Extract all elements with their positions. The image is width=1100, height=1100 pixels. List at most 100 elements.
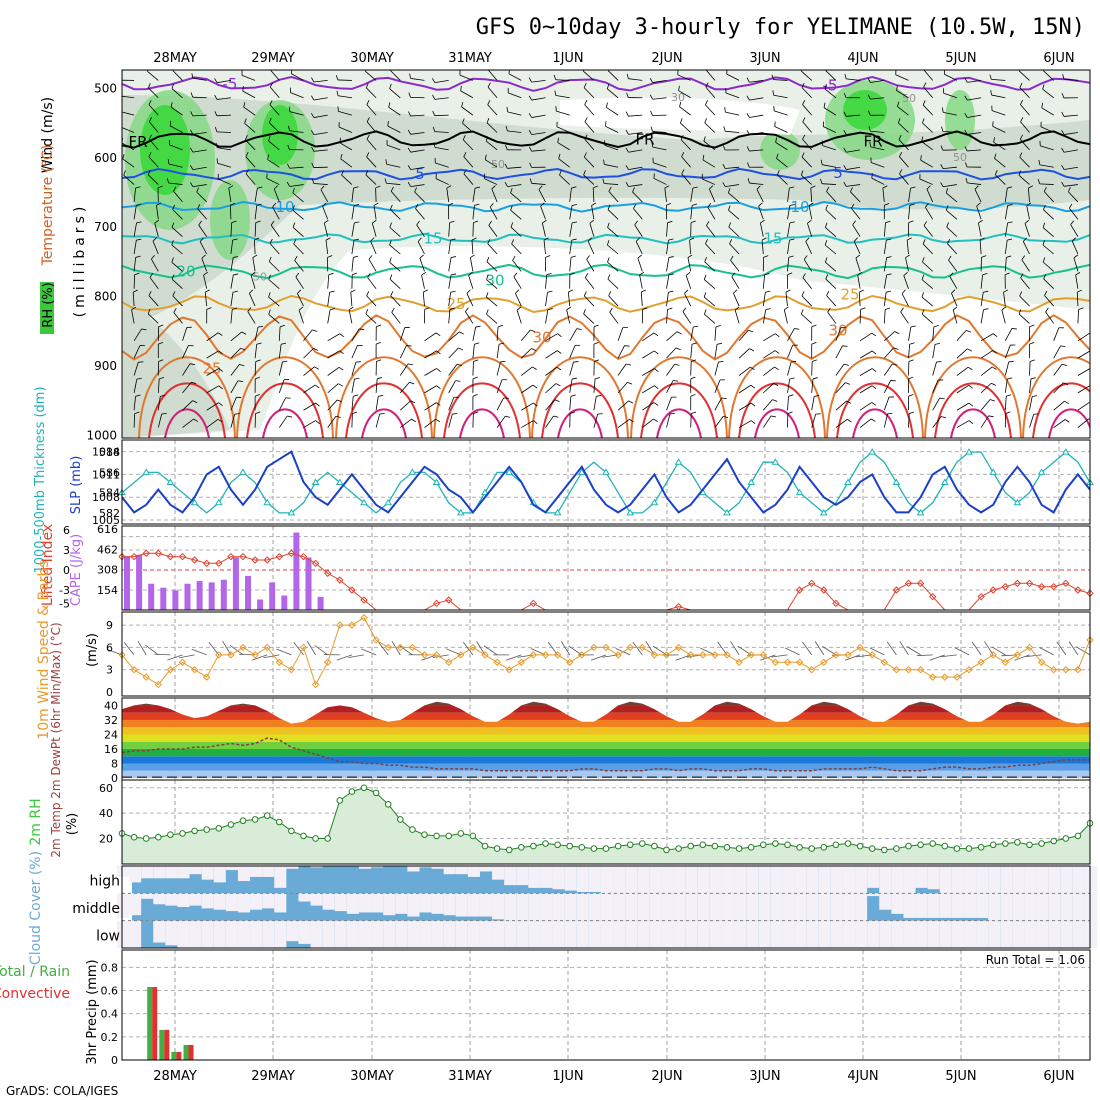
wind-barb-flag <box>243 102 246 108</box>
cloud-clear-middle <box>407 893 420 917</box>
cloud-clear-high <box>818 866 831 894</box>
wind-barb-flag <box>908 376 914 380</box>
cloud-clear-low <box>443 920 456 948</box>
date-label-bottom: 29MAY <box>251 1069 295 1084</box>
wind-barb <box>666 309 668 324</box>
wind-barb-flag <box>288 125 290 131</box>
wind-barb <box>1042 261 1054 272</box>
wind-speed-marker <box>965 666 973 674</box>
wind-barb <box>230 309 233 324</box>
wind-barb <box>980 399 991 411</box>
wind-barb-flag <box>926 185 931 190</box>
wind-barb-flag <box>964 95 968 101</box>
cloud-clear-low <box>709 920 722 948</box>
wind-barb-flag <box>528 130 533 135</box>
cloud-clear-middle <box>116 893 130 918</box>
rh-region-low <box>122 300 230 438</box>
lifted-index-marker <box>336 576 344 584</box>
wind-barb-flag <box>593 185 598 189</box>
wind-barb-flag <box>867 77 871 83</box>
wind10m-barb <box>483 645 498 656</box>
wind-barb <box>199 241 208 255</box>
wind-barb-flag <box>348 306 354 311</box>
wind-barb <box>327 399 338 411</box>
wind-barb <box>512 260 522 272</box>
cape-bar <box>196 581 203 610</box>
wind-barb <box>690 188 694 202</box>
wind-barb-flag <box>497 324 503 328</box>
cloud-clear-middle <box>237 893 251 913</box>
wind-barb-flag <box>532 366 537 370</box>
wind-y-tick: 3 <box>106 664 113 677</box>
wind-barb-flag <box>1043 274 1046 280</box>
wind-barb <box>801 156 812 168</box>
wind-barb <box>774 126 788 133</box>
wind-barb-flag <box>1060 345 1066 347</box>
wind-barb-flag <box>510 188 513 194</box>
wind-barb <box>980 382 992 394</box>
wind-barb-flag <box>485 292 489 298</box>
cloud-clear-middle <box>746 893 759 921</box>
wind-barb <box>811 396 815 411</box>
wind-barb-flag <box>1007 221 1013 224</box>
wind-speed-marker <box>348 621 356 629</box>
thickness-marker <box>626 508 635 516</box>
wind-barb-flag <box>463 152 467 157</box>
wind-barb-flag <box>335 415 341 418</box>
cloud-clear-low <box>685 920 698 948</box>
wind-barb-flag <box>825 204 829 210</box>
cloud-clear-low <box>915 920 928 948</box>
wind-barb-flag <box>964 113 968 118</box>
thickness-marker <box>650 498 659 506</box>
wind-barb-flag <box>730 255 734 261</box>
wind-barb <box>906 240 909 255</box>
wind-barb <box>628 114 643 117</box>
cloud-clear-low <box>818 920 831 948</box>
cloud-clear-high <box>600 866 614 894</box>
rh-marker <box>409 826 416 833</box>
wind-barb-flag <box>244 135 248 140</box>
wind-barb <box>268 261 280 272</box>
wind-barb-flag <box>602 178 605 184</box>
wind-barb <box>1042 88 1054 99</box>
wind-barb-flag <box>557 137 559 143</box>
cloud-clear-low <box>697 920 710 948</box>
wind-speed-marker <box>444 658 453 666</box>
wind-barb <box>507 111 522 116</box>
wind-barb <box>857 274 861 289</box>
cloud-clear-middle <box>455 893 468 917</box>
wind-barb-flag <box>965 177 968 183</box>
wind-barb-flag <box>249 289 254 294</box>
wind-barb <box>979 240 982 255</box>
wind-barb-flag <box>171 274 175 280</box>
wind-barb-flag <box>320 185 325 190</box>
wind-barb-flag <box>788 394 794 397</box>
cloud-clear-middle <box>467 893 480 917</box>
wind-barb-flag <box>909 203 915 206</box>
wind-barb-flag <box>681 151 685 157</box>
wind-barb <box>825 209 837 220</box>
precip-ylabel-total: Total / Rain <box>0 964 70 980</box>
wind-barb-flag <box>746 129 750 135</box>
cloud-clear-middle <box>141 893 154 899</box>
cape-bar <box>136 554 143 610</box>
wind-barb-flag <box>800 170 804 176</box>
wind-barb <box>448 331 460 342</box>
wind-barb-flag <box>322 202 327 207</box>
wind-speed-marker <box>263 643 271 652</box>
cloud-clear-middle <box>988 893 1001 921</box>
cloud-clear-high <box>915 866 928 888</box>
isotherm-40 <box>557 408 603 438</box>
wind-barb-flag <box>851 203 855 209</box>
wind-barb <box>703 140 716 151</box>
cloud-clear-middle <box>951 893 964 918</box>
rh-marker <box>941 842 949 850</box>
wind-barb <box>460 90 474 99</box>
cloud-clear-low <box>770 920 783 948</box>
wind-barb <box>171 88 183 99</box>
wind-barb <box>785 292 788 307</box>
wind-barb <box>507 130 522 133</box>
wind-barb <box>1042 244 1054 255</box>
wind-barb-flag <box>292 222 296 228</box>
wind-barb <box>801 87 812 99</box>
